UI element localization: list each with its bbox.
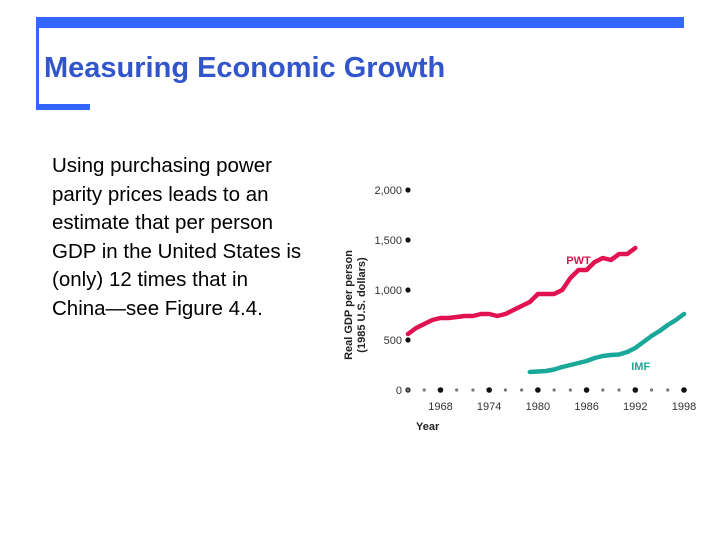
accent-bar-left [36, 28, 39, 106]
x-tick-label: 1980 [526, 401, 550, 413]
x-tick-label: 1974 [477, 401, 501, 413]
x-tick-label: 1992 [623, 401, 647, 413]
x-minor-dot [406, 388, 410, 392]
x-tick-dot [437, 387, 444, 393]
x-tick-label: 1968 [428, 401, 452, 413]
x-axis-title: Year [416, 421, 440, 433]
x-tick-label: 1986 [574, 401, 598, 413]
x-tick-label: 1998 [672, 401, 696, 413]
accent-bar-top [36, 17, 684, 28]
x-minor-dot [455, 388, 459, 392]
x-minor-dot [601, 388, 605, 392]
x-minor-dot [552, 388, 556, 392]
y-tick-dot [405, 187, 411, 193]
series-label-imf: IMF [631, 361, 650, 373]
x-tick-dot [632, 387, 639, 393]
series-label-pwt: PWT [566, 255, 591, 267]
x-minor-dot [568, 388, 572, 392]
y-axis-title-line2: (1985 U.S. dollars) [356, 257, 368, 353]
x-minor-dot [422, 388, 426, 392]
x-minor-dot [520, 388, 524, 392]
accent-bar-bottom [36, 104, 90, 110]
x-tick-dot [583, 387, 590, 393]
x-minor-dot [471, 388, 475, 392]
y-tick-label: 500 [384, 335, 402, 347]
slide-body-text: Using purchasing power parity prices lea… [52, 154, 302, 320]
gdp-line-chart: 0 500 1,000 1,500 2,000 1968 1974 1980 1986 1992 1… [343, 185, 696, 433]
x-minor-dot [617, 388, 621, 392]
y-tick-label: 0 [396, 385, 402, 397]
slide-title: Measuring Economic Growth [44, 52, 446, 84]
x-tick-dot [681, 387, 687, 393]
y-tick-label: 2,000 [374, 185, 402, 197]
y-tick-dot [405, 287, 411, 293]
y-axis-title-line1: Real GDP per person [343, 250, 355, 360]
y-tick-dot [405, 337, 411, 343]
x-minor-dot [649, 388, 654, 392]
x-minor-dot [503, 388, 508, 392]
y-tick-label: 1,000 [374, 285, 402, 297]
y-tick-label: 1,500 [374, 235, 402, 247]
x-tick-dot [535, 387, 541, 393]
x-minor-dot [666, 388, 670, 392]
series-line-imf [527, 311, 687, 375]
y-tick-dot [405, 237, 411, 243]
x-tick-dot [486, 387, 492, 393]
series-line-pwt [405, 245, 638, 337]
